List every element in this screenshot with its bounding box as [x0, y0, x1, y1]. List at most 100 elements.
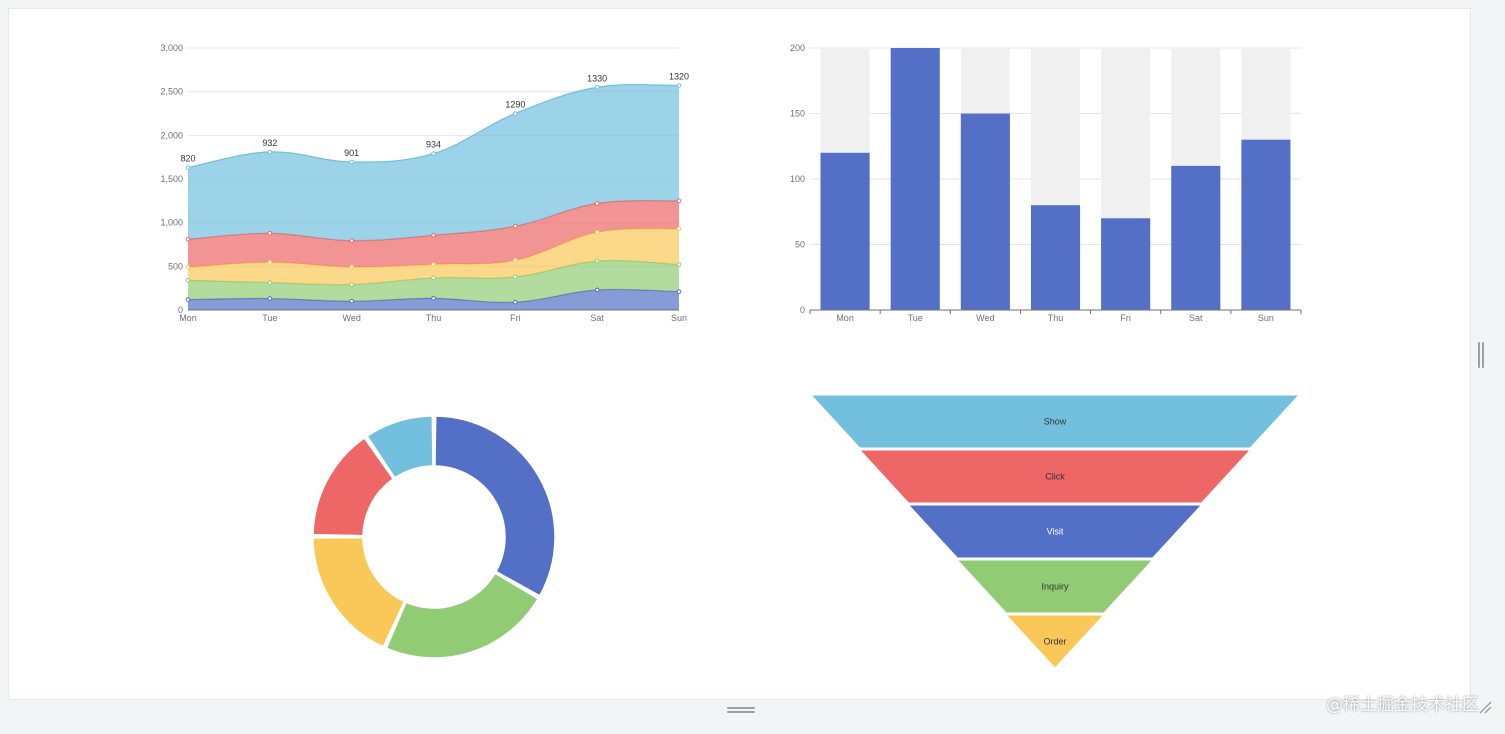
y-tick-label: 0	[178, 305, 183, 315]
area-data-point	[431, 232, 436, 238]
area-data-label: 1330	[587, 73, 607, 83]
area-data-point	[185, 264, 191, 270]
area-data-point	[185, 236, 191, 242]
area-series-fill	[188, 200, 679, 268]
area-data-point	[676, 262, 682, 267]
area-data-point	[349, 159, 354, 165]
area-data-point	[267, 296, 273, 301]
y-tick-label: 3,000	[160, 43, 183, 53]
funnel-stage	[858, 449, 1252, 504]
funnel-stage-label: Inquiry	[1041, 582, 1069, 592]
area-data-point	[676, 289, 682, 294]
x-tick-label: Thu	[426, 313, 442, 323]
area-data-point	[513, 299, 518, 305]
bar	[1171, 165, 1221, 310]
x-tick-label: Tue	[262, 313, 277, 323]
y-tick-label: 1,000	[160, 218, 183, 228]
x-tick-label: Sun	[1258, 313, 1274, 323]
donut-chart	[312, 415, 556, 659]
funnel-stage	[956, 559, 1154, 614]
area-data-point	[594, 85, 600, 90]
area-data-point	[185, 297, 191, 302]
x-tick-label: Fri	[1120, 313, 1131, 323]
x-tick-label: Wed	[342, 313, 360, 323]
area-data-point	[349, 264, 354, 270]
x-tick-label: Tue	[908, 313, 923, 323]
area-data-point	[431, 275, 436, 281]
area-data-point	[676, 83, 682, 88]
donut-slice	[312, 536, 406, 648]
donut-slice	[434, 415, 556, 597]
bar	[960, 113, 1010, 310]
x-tick-label: Sat	[590, 313, 604, 323]
bar	[1241, 139, 1291, 310]
donut-slice	[312, 437, 394, 537]
area-data-point	[349, 298, 354, 304]
area-series-fill	[188, 260, 679, 303]
area-data-point	[594, 258, 600, 264]
area-data-label: 901	[344, 148, 359, 158]
area-series-fill	[188, 228, 679, 285]
area-data-point	[185, 278, 191, 283]
area-data-label: 934	[426, 140, 441, 150]
y-tick-label: 50	[795, 240, 805, 250]
area-data-point	[513, 223, 518, 229]
funnel-stage	[1005, 614, 1105, 669]
bar	[1030, 205, 1081, 310]
y-tick-label: 1,500	[160, 174, 183, 184]
area-data-point	[349, 238, 354, 243]
y-tick-label: 100	[790, 174, 805, 184]
x-tick-label: Thu	[1048, 313, 1064, 323]
area-data-point	[676, 226, 682, 232]
funnel-stage-label: Click	[1045, 472, 1065, 482]
y-tick-label: 150	[790, 109, 805, 119]
y-tick-label: 0	[800, 305, 805, 315]
area-data-label: 1290	[505, 100, 525, 110]
side-resize-handle[interactable]	[1477, 342, 1485, 368]
resize-grip-icon[interactable]	[1478, 700, 1492, 714]
watermark-text: @稀土掘金技术社区	[1326, 695, 1479, 715]
area-data-point	[594, 201, 600, 206]
area-data-point	[513, 111, 518, 116]
area-data-point	[431, 151, 436, 156]
x-tick-label: Mon	[836, 313, 854, 323]
area-data-point	[513, 257, 518, 263]
bar-chart: 0 50 100 150 200 Mon Tue Wed Thu Fri Sat Sun	[790, 43, 1302, 323]
area-data-label: 820	[180, 154, 195, 164]
dashboard-panel: 0 500 1,000 1,500 2,000 2,500 3,000 Mon Tue Wed Th…	[8, 8, 1471, 700]
area-data-point	[594, 229, 600, 235]
donut-slice	[366, 415, 434, 479]
y-tick-label: 2,500	[160, 87, 183, 97]
funnel-chart: Show Click Visit Inquiry Order	[809, 394, 1301, 669]
area-data-label: 1320	[669, 72, 689, 82]
stacked-area-chart: 0 500 1,000 1,500 2,000 2,500 3,000 Mon Tue Wed Th…	[160, 43, 689, 323]
area-data-point	[267, 231, 273, 236]
area-data-point	[513, 274, 518, 280]
x-tick-label: Fri	[510, 313, 521, 323]
area-data-point	[676, 198, 682, 204]
x-tick-label: Mon	[179, 313, 197, 323]
area-data-point	[431, 295, 436, 301]
funnel-stage	[809, 394, 1301, 449]
y-tick-label: 2,000	[160, 130, 183, 140]
area-series-fill	[188, 84, 679, 241]
x-tick-label: Sat	[1189, 313, 1203, 323]
y-tick-label: 200	[790, 43, 805, 53]
area-data-point	[349, 282, 354, 287]
area-data-label: 932	[262, 138, 277, 148]
funnel-stage-label: Order	[1043, 637, 1066, 647]
area-data-point	[431, 262, 436, 267]
x-tick-label: Wed	[976, 313, 994, 323]
bar	[820, 152, 870, 310]
y-tick-label: 500	[168, 261, 183, 271]
area-data-point	[267, 260, 273, 265]
bottom-resize-handle[interactable]	[727, 706, 755, 714]
funnel-stage-label: Show	[1044, 417, 1067, 427]
bar	[1101, 218, 1151, 310]
funnel-stage-label: Visit	[1047, 527, 1064, 537]
x-tick-label: Sun	[671, 313, 687, 323]
area-data-point	[594, 287, 600, 293]
funnel-stage	[907, 504, 1203, 559]
area-data-point	[185, 165, 191, 170]
area-data-point	[267, 149, 273, 155]
